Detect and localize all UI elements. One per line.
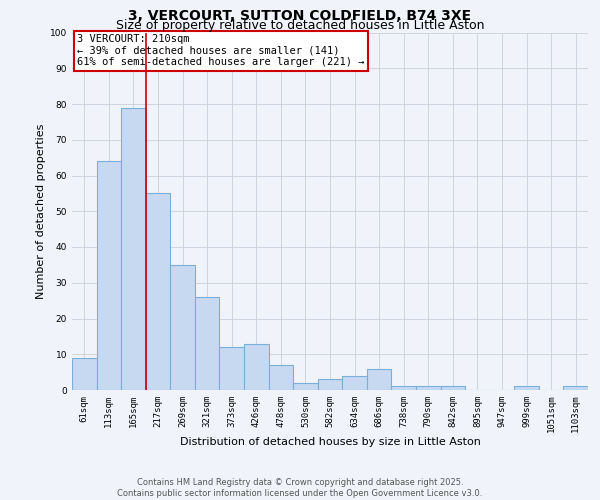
Bar: [416, 386, 440, 390]
Bar: [269, 365, 293, 390]
Bar: [146, 194, 170, 390]
Bar: [563, 386, 588, 390]
Bar: [170, 265, 195, 390]
Bar: [293, 383, 318, 390]
X-axis label: Distribution of detached houses by size in Little Aston: Distribution of detached houses by size …: [179, 436, 481, 446]
Bar: [195, 297, 220, 390]
Bar: [220, 347, 244, 390]
Bar: [514, 386, 539, 390]
Y-axis label: Number of detached properties: Number of detached properties: [36, 124, 46, 299]
Bar: [367, 368, 391, 390]
Bar: [97, 161, 121, 390]
Text: Contains HM Land Registry data © Crown copyright and database right 2025.
Contai: Contains HM Land Registry data © Crown c…: [118, 478, 482, 498]
Bar: [72, 358, 97, 390]
Bar: [244, 344, 269, 390]
Text: Size of property relative to detached houses in Little Aston: Size of property relative to detached ho…: [116, 19, 484, 32]
Bar: [440, 386, 465, 390]
Bar: [342, 376, 367, 390]
Bar: [391, 386, 416, 390]
Text: 3 VERCOURT: 210sqm
← 39% of detached houses are smaller (141)
61% of semi-detach: 3 VERCOURT: 210sqm ← 39% of detached hou…: [77, 34, 365, 68]
Bar: [318, 380, 342, 390]
Text: 3, VERCOURT, SUTTON COLDFIELD, B74 3XE: 3, VERCOURT, SUTTON COLDFIELD, B74 3XE: [128, 9, 472, 23]
Bar: [121, 108, 146, 390]
